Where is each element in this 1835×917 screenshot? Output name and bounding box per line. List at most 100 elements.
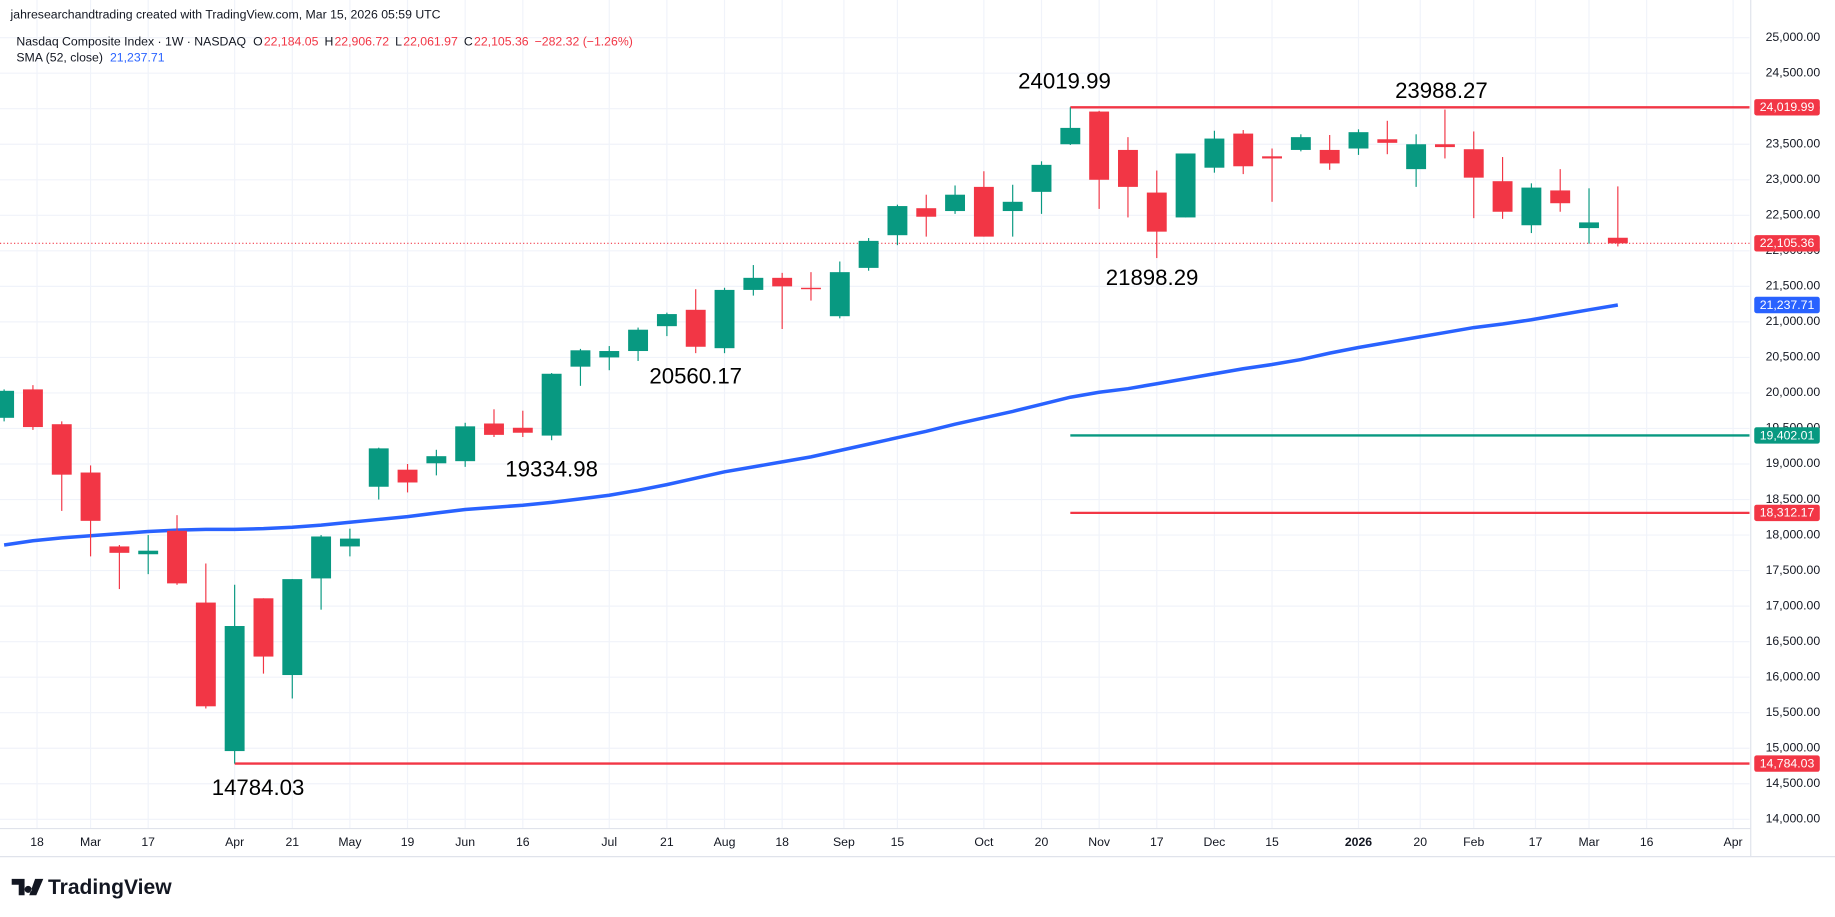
- candle-body: [685, 309, 706, 347]
- y-tick-label: 14,500.00: [1766, 776, 1821, 790]
- x-tick-label: 17: [1529, 835, 1543, 849]
- x-tick-label: Dec: [1204, 835, 1226, 849]
- price-tag: [1754, 296, 1820, 314]
- plot-area: [0, 106, 1750, 765]
- candle-body: [973, 186, 994, 237]
- ohlc-key: O: [253, 34, 263, 48]
- attribution: jahresearchandtrading created with Tradi…: [10, 7, 441, 21]
- price-tag-label: 14,784.03: [1760, 756, 1815, 770]
- x-tick-label: 18: [30, 835, 44, 849]
- price-tag-label: 24,019.99: [1760, 100, 1815, 114]
- price-tag: [1754, 755, 1820, 772]
- y-tick-label: 17,000.00: [1766, 598, 1821, 612]
- legend: Nasdaq Composite Index · 1W · NASDAQ SMA…: [16, 34, 632, 64]
- y-tick-label: 25,000.00: [1766, 30, 1821, 44]
- x-tick-label: Mar: [1578, 835, 1599, 849]
- price-tag: [1754, 504, 1820, 522]
- branding-logo: TradingView: [11, 876, 172, 899]
- price-tag: [1754, 99, 1820, 116]
- candle-body: [253, 598, 274, 657]
- price-tag-label: 19,402.01: [1760, 428, 1815, 442]
- candle-body: [1146, 192, 1167, 232]
- y-tick-label: 23,000.00: [1766, 172, 1821, 186]
- grid: [0, 0, 1750, 829]
- annotation: 23988.27: [1395, 78, 1488, 103]
- candle-body: [1377, 139, 1398, 143]
- x-tick-label: Jul: [601, 835, 617, 849]
- candle-body: [887, 206, 908, 236]
- x-tick-label: 19: [401, 835, 415, 849]
- candle-body: [656, 314, 677, 327]
- candle-body: [167, 530, 187, 584]
- x-tick-label: Sep: [833, 835, 855, 849]
- x-tick-label: Apr: [225, 835, 244, 849]
- annotation: 19334.98: [505, 457, 598, 482]
- change-value: −282.32 (−1.26%): [535, 34, 633, 48]
- x-tick-label: 21: [285, 835, 299, 849]
- x-tick-label: 21: [660, 835, 674, 849]
- candle-body: [138, 550, 159, 555]
- ohlc-key: H: [324, 34, 333, 48]
- candle-body: [1089, 111, 1110, 180]
- y-tick-label: 14,000.00: [1766, 812, 1821, 826]
- x-tick-label: Oct: [974, 835, 994, 849]
- x-tick-label: May: [338, 835, 362, 849]
- annotation: 24019.99: [1018, 69, 1111, 94]
- ohlc-value: 22,184.05: [264, 34, 319, 48]
- candle-body: [1118, 149, 1138, 187]
- candle-body: [426, 456, 447, 464]
- candle-body: [1579, 222, 1599, 229]
- x-tick-label: 15: [891, 835, 905, 849]
- candle-body: [282, 579, 303, 676]
- x-tick-label: 15: [1265, 835, 1279, 849]
- ohlc-key: C: [464, 34, 473, 48]
- annotation: 20560.17: [649, 364, 742, 389]
- candle-body: [714, 289, 735, 349]
- candle-body: [397, 469, 418, 483]
- y-tick-label: 18,500.00: [1766, 492, 1821, 506]
- price-tag-label: 21,237.71: [1760, 298, 1815, 312]
- candle-body: [628, 329, 649, 352]
- y-tick-label: 18,000.00: [1766, 527, 1821, 541]
- candle-body: [455, 426, 476, 462]
- x-tick-label: Apr: [1724, 835, 1743, 849]
- annotation: 14784.03: [212, 775, 305, 800]
- candle-body: [1607, 237, 1628, 244]
- y-tick-label: 19,000.00: [1766, 456, 1821, 470]
- y-tick-label: 20,500.00: [1766, 350, 1821, 364]
- price-tag: [1754, 235, 1820, 252]
- x-tick-label: 16: [1640, 835, 1654, 849]
- candle-body: [311, 536, 332, 579]
- price-tag-label: 18,312.17: [1760, 506, 1815, 520]
- logo-icon: [11, 878, 44, 896]
- candle-body: [1002, 201, 1023, 212]
- y-tick-label: 22,500.00: [1766, 208, 1821, 222]
- candle-body: [743, 277, 764, 290]
- candle-body: [1521, 187, 1542, 226]
- y-tick-label: 23,500.00: [1766, 136, 1821, 150]
- x-tick-label: 17: [141, 835, 155, 849]
- y-tick-label: 15,500.00: [1766, 705, 1821, 719]
- y-tick-label: 16,500.00: [1766, 634, 1821, 648]
- candle-body: [1550, 190, 1571, 204]
- candle-body: [339, 538, 360, 547]
- candle-body: [0, 390, 15, 418]
- sma-value: 21,237.71: [110, 51, 165, 65]
- axes: 14,000.00 14,500.00 15,000.00 15,500.00 16,0…: [30, 30, 1820, 849]
- y-tick-label: 17,500.00: [1766, 563, 1821, 577]
- x-tick-label: Aug: [714, 835, 736, 849]
- candle-body: [1031, 164, 1052, 192]
- x-tick-label: Jun: [455, 835, 475, 849]
- sma-line: [3, 303, 1619, 547]
- branding: TradingView: [48, 876, 172, 899]
- x-tick-label: Mar: [80, 835, 101, 849]
- symbol: Nasdaq Composite Index · 1W · NASDAQ: [16, 34, 246, 48]
- candle-body: [1233, 133, 1254, 167]
- candle-body: [109, 546, 130, 553]
- y-tick-label: 21,500.00: [1766, 279, 1821, 293]
- x-tick-label: 2026: [1345, 835, 1372, 849]
- candle-body: [945, 194, 966, 212]
- x-tick-label: 18: [775, 835, 789, 849]
- y-tick-label: 21,000.00: [1766, 314, 1821, 328]
